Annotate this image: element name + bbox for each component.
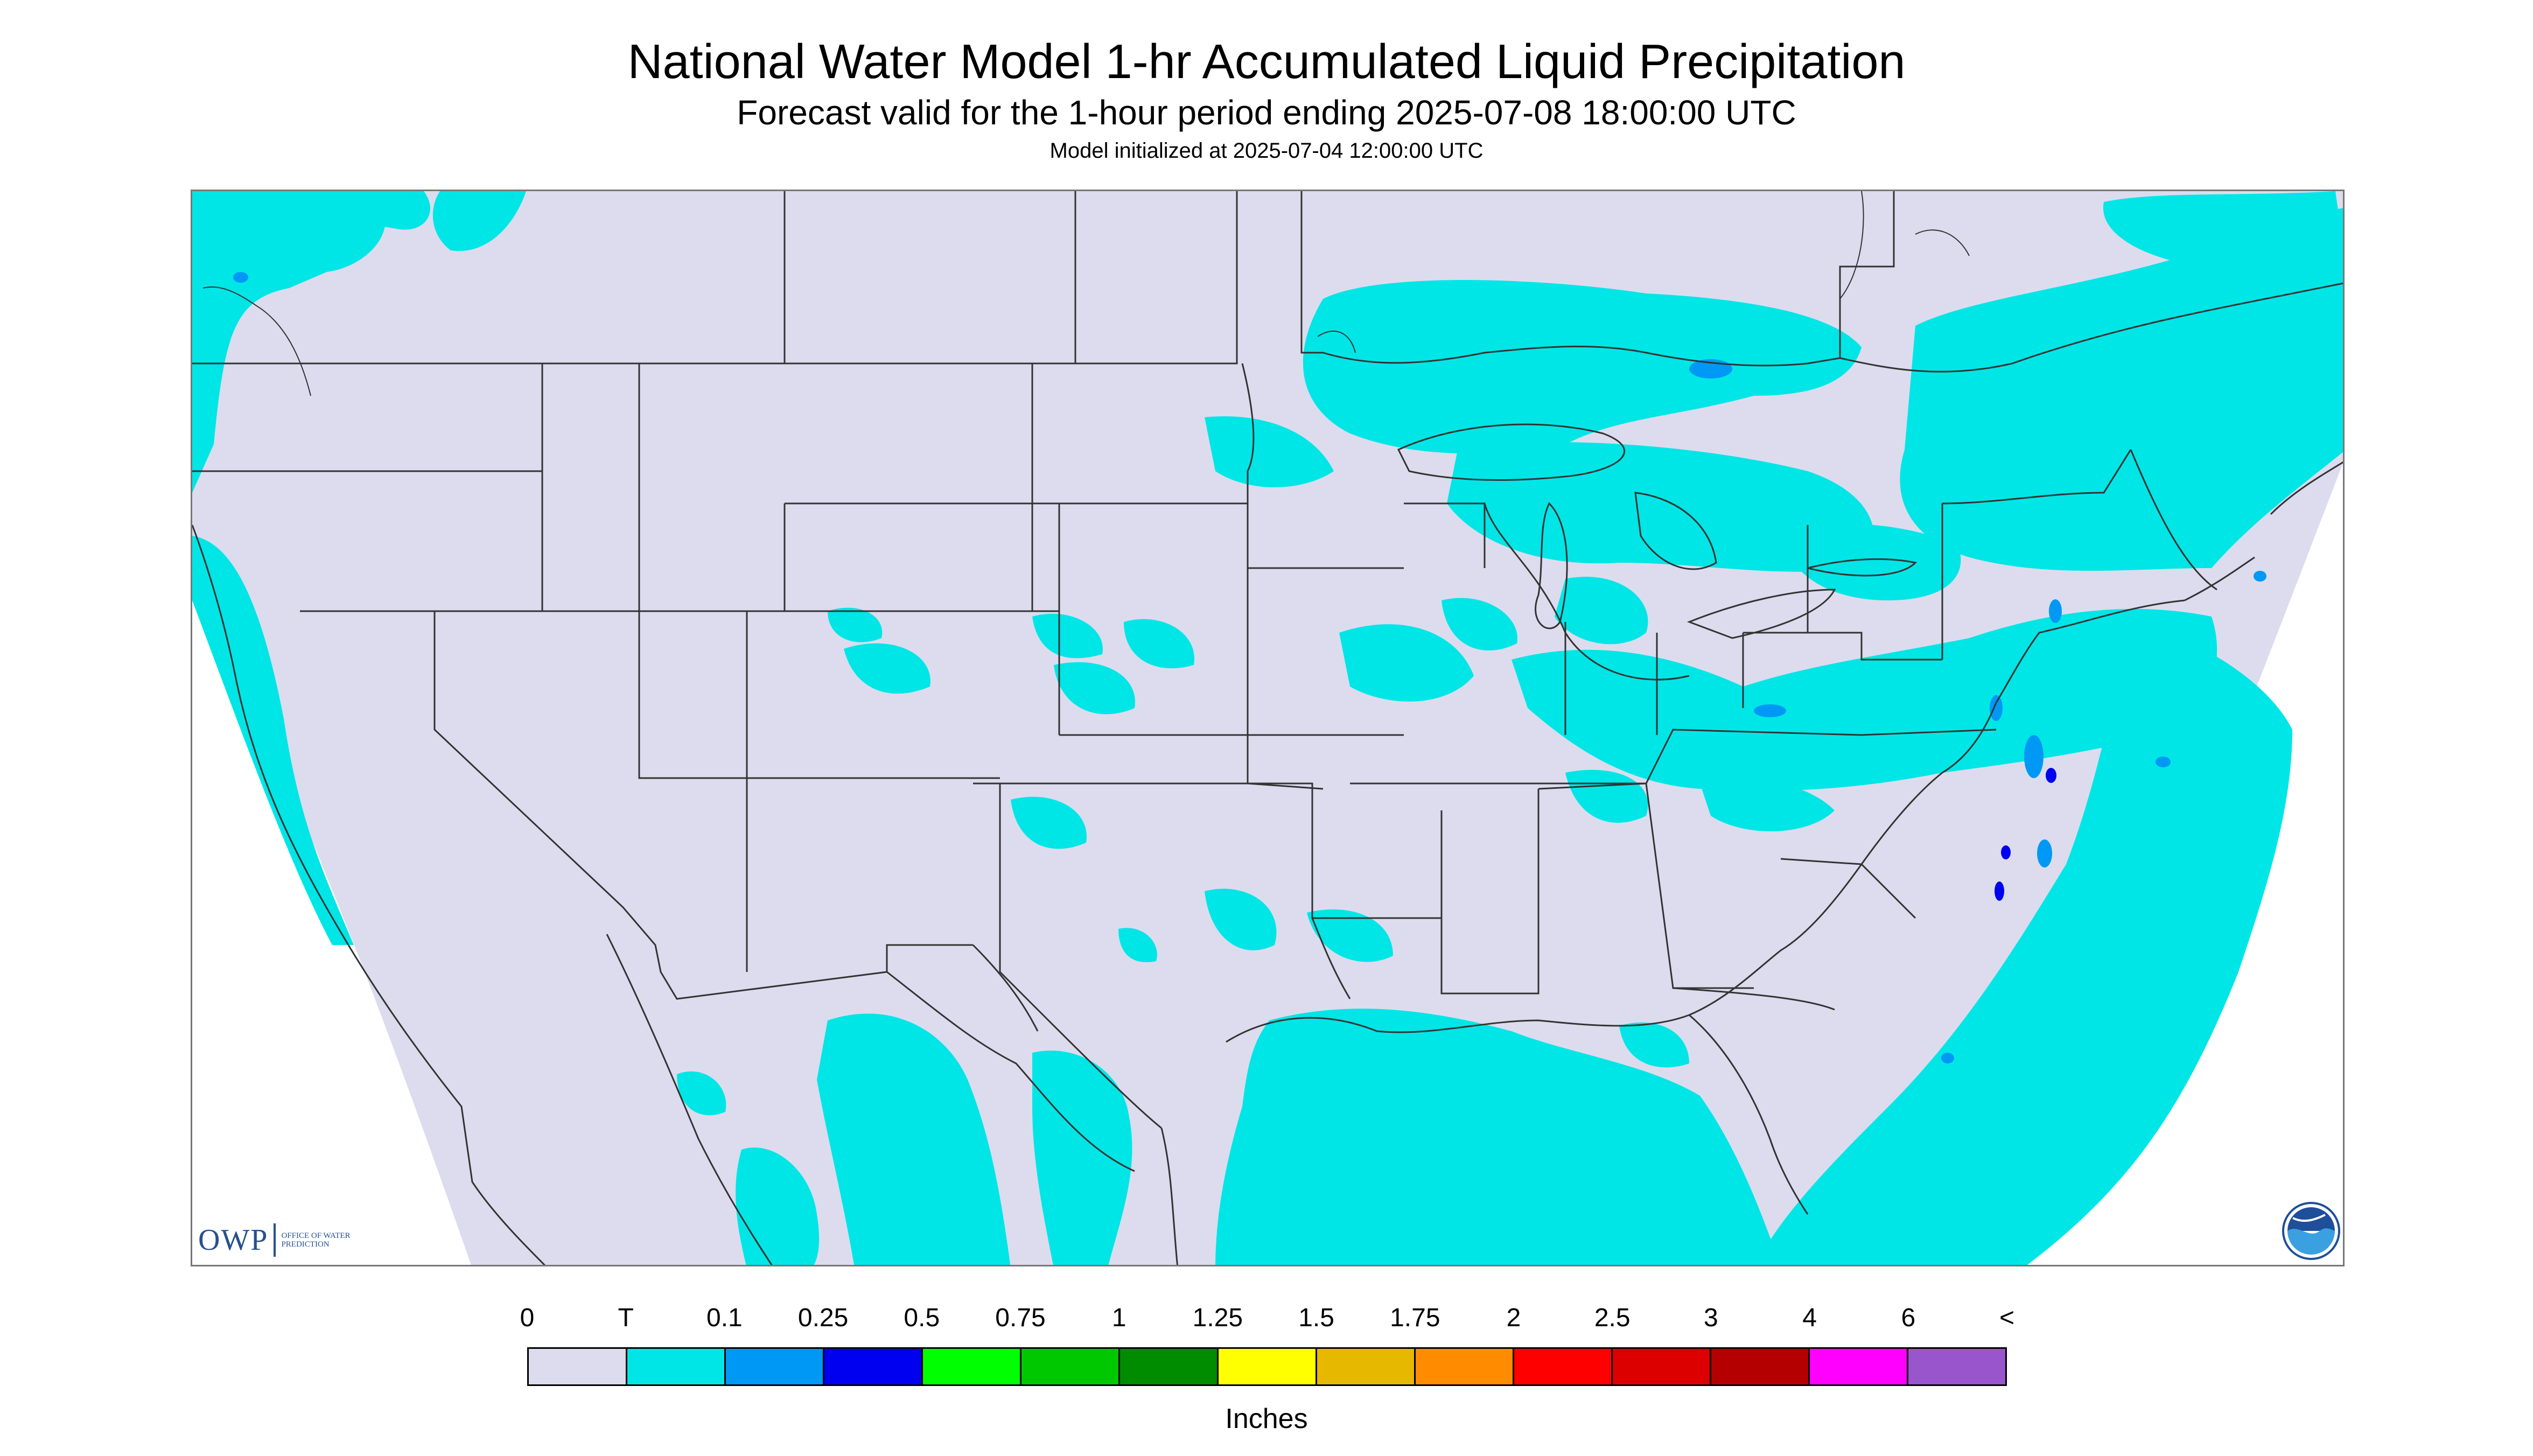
legend-tick-label: 0.75 (995, 1304, 1046, 1332)
legend-swatch (1120, 1349, 1219, 1384)
legend-swatch (529, 1349, 627, 1384)
legend-tick-label: 1.5 (1298, 1304, 1334, 1332)
owp-logo-text: OFFICE OF WATER PREDICTION (281, 1231, 351, 1249)
precipitation-map (191, 190, 2345, 1266)
color-legend-bar (527, 1347, 2007, 1386)
legend-swatch (1219, 1349, 1317, 1384)
precip-trace-areas (192, 191, 2343, 1265)
legend-swatch (726, 1349, 824, 1384)
legend-swatch (1021, 1349, 1120, 1384)
legend-tick-label: 1 (1111, 1304, 1126, 1332)
precip-light-areas (233, 272, 2266, 1063)
legend-swatch (1810, 1349, 1908, 1384)
legend-tick-label: 0.25 (797, 1304, 849, 1332)
model-init-line: Model initialized at 2025-07-04 12:00:00… (1049, 139, 1484, 163)
legend-tick-label: 6 (1901, 1304, 1916, 1332)
legend-tick-label: 0 (520, 1304, 535, 1332)
legend-tick-label: 1.25 (1192, 1304, 1243, 1332)
model-domain (192, 191, 2343, 1265)
legend-tick-label: T (618, 1304, 634, 1332)
legend-swatch (1613, 1349, 1711, 1384)
forecast-valid-subtitle: Forecast valid for the 1-hour period end… (737, 93, 1796, 132)
legend-swatch (1908, 1349, 2005, 1384)
legend-tick-label: 0.1 (706, 1304, 743, 1332)
map-title: National Water Model 1-hr Accumulated Li… (627, 35, 1906, 89)
legend-swatch (824, 1349, 923, 1384)
map-canvas (192, 191, 2343, 1265)
great-lakes (1397, 423, 1918, 639)
legend-swatch (1514, 1349, 1613, 1384)
legend-units: Inches (1225, 1403, 1308, 1434)
legend-tick-label: 3 (1704, 1304, 1718, 1332)
legend-tick-label: 2.5 (1594, 1304, 1631, 1332)
owp-logo-mark: OWP (198, 1223, 269, 1257)
legend-tick-label: 0.5 (904, 1304, 940, 1332)
coastline-details (202, 191, 1970, 396)
political-boundaries (192, 191, 2343, 1265)
legend-swatch (1711, 1349, 1810, 1384)
legend-swatch (923, 1349, 1021, 1384)
legend-swatch (1317, 1349, 1416, 1384)
owp-logo: OWP OFFICE OF WATER PREDICTION (198, 1221, 351, 1259)
legend-tick-label: 1.75 (1390, 1304, 1440, 1332)
noaa-logo-icon (2282, 1202, 2340, 1260)
legend-tick-label: 2 (1506, 1304, 1521, 1332)
precip-moderate-areas (1995, 768, 2056, 901)
legend-swatch (627, 1349, 726, 1384)
legend-tick-label: 4 (1802, 1304, 1817, 1332)
legend-swatch (1416, 1349, 1514, 1384)
legend-tick-label: < (1999, 1304, 2015, 1332)
